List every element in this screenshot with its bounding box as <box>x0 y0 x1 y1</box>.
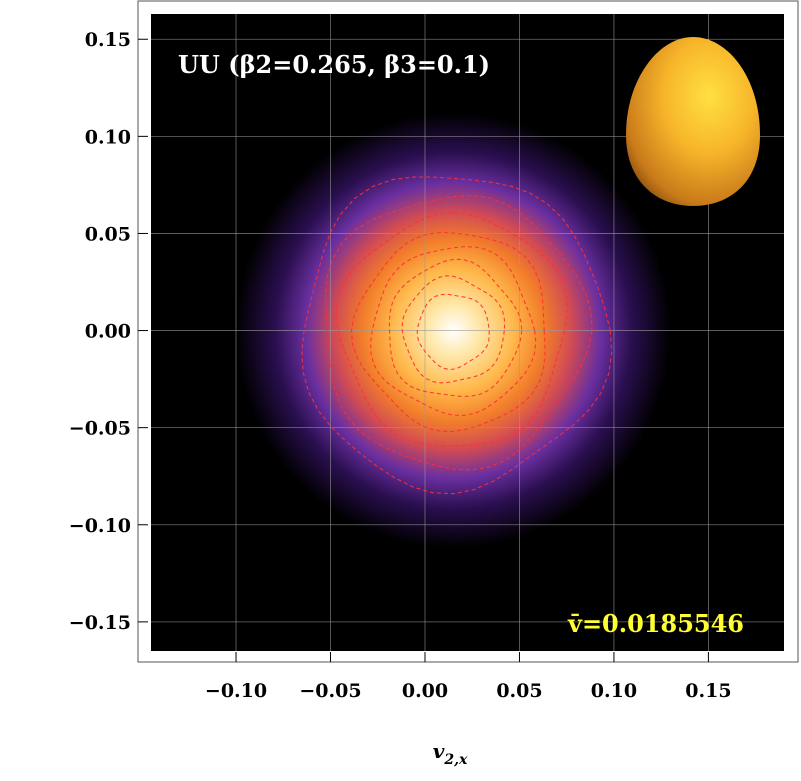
y-tick-label: 0.05 <box>85 223 131 245</box>
system-annotation: UU (β2=0.265, β3=0.1) <box>178 50 490 79</box>
y-tick-label: −0.05 <box>69 418 131 440</box>
x-tick-label: 0.15 <box>685 680 731 702</box>
contour-line <box>388 258 523 397</box>
contour-line <box>350 231 546 433</box>
x-tick-label: −0.05 <box>299 680 361 702</box>
x-tick-label: −0.10 <box>205 680 267 702</box>
x-axis-label-main: v <box>433 739 445 763</box>
tick-labels: −0.10 −0.05 0.00 0.05 0.10 0.15 −0.15 −0.10 −0.0… <box>69 29 732 702</box>
contour-line <box>370 246 537 417</box>
contour-line <box>324 194 593 471</box>
y-tick-label: −0.10 <box>69 515 131 537</box>
y-tick-label: −0.15 <box>69 612 131 634</box>
y-tick-label: 0.15 <box>85 29 131 51</box>
contour-line <box>301 176 613 495</box>
x-tick-label: 0.00 <box>402 680 448 702</box>
x-tick-label: 0.05 <box>496 680 542 702</box>
x-axis-label: v2,x <box>433 739 468 768</box>
contours <box>301 176 613 495</box>
y-tick-label: 0.00 <box>85 321 131 343</box>
grid <box>151 14 784 651</box>
contour-line <box>401 275 506 384</box>
ticks <box>138 38 709 662</box>
x-tick-label: 0.10 <box>591 680 637 702</box>
nucleus-shape <box>626 37 760 206</box>
mean-value-annotation: v̄=0.0185546 <box>567 609 744 638</box>
contour-line <box>335 211 568 447</box>
contour-line <box>416 293 490 370</box>
x-axis-label-subscript: 2,x <box>443 752 468 768</box>
y-tick-label: 0.10 <box>85 126 131 148</box>
